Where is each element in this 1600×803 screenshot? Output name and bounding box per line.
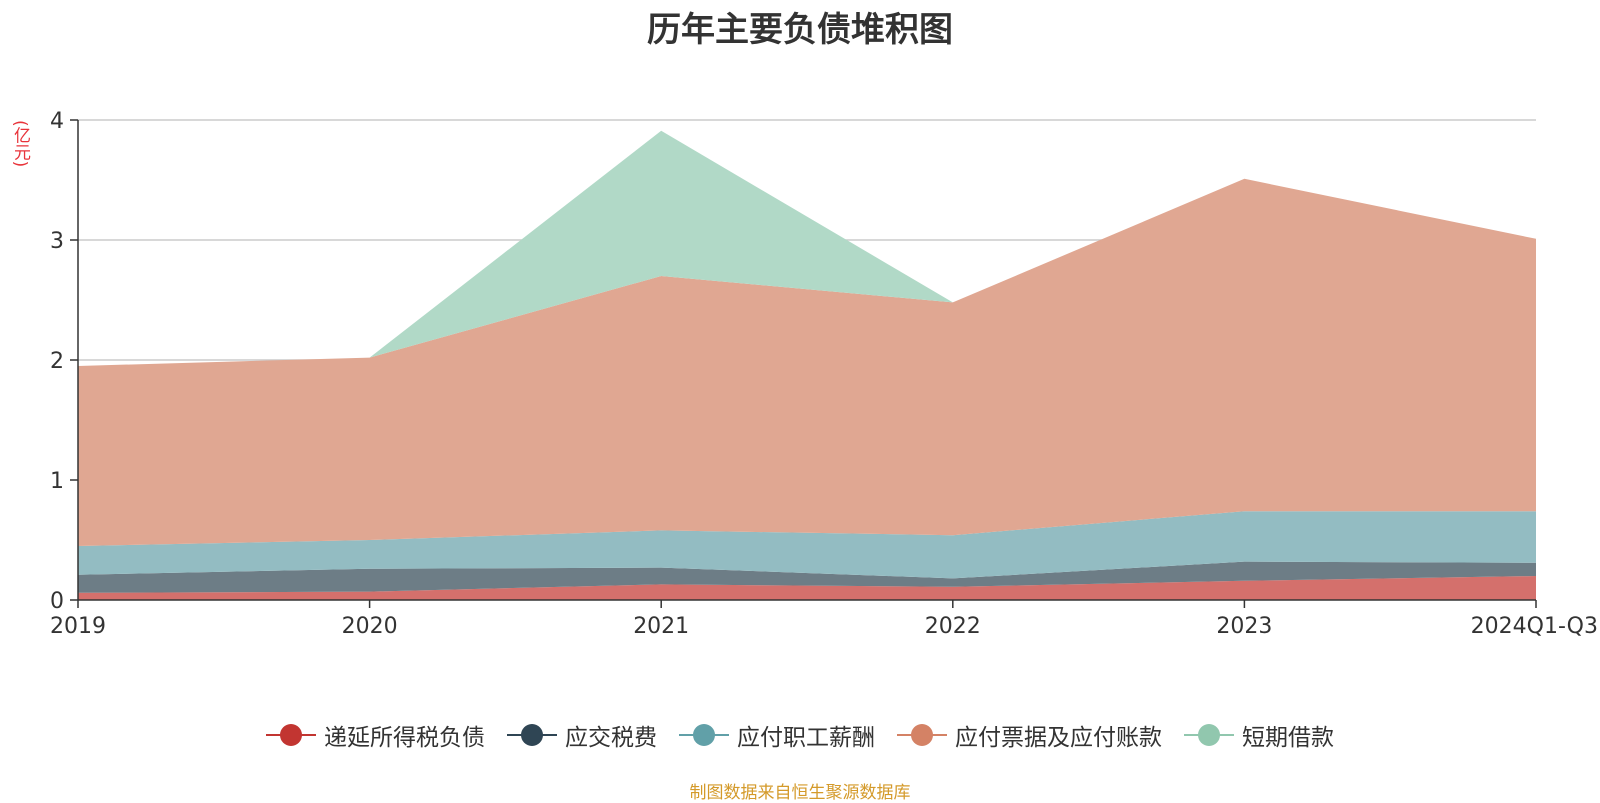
legend-item[interactable]: 应交税费 (507, 718, 657, 752)
chart-title: 历年主要负债堆积图 (647, 10, 953, 50)
legend-item[interactable]: 短期借款 (1184, 718, 1334, 752)
legend-label: 递延所得税负债 (324, 725, 485, 751)
x-tick-label: 2021 (633, 614, 689, 639)
x-tick-label: 2023 (1216, 614, 1272, 639)
x-tick-label: 2019 (50, 614, 106, 639)
legend-item[interactable]: 应付票据及应付账款 (897, 718, 1162, 752)
y-tick-label: 3 (50, 229, 64, 254)
legend-label: 短期借款 (1242, 725, 1334, 751)
y-axis-unit-label: (亿元) (10, 120, 30, 168)
source-note: 制图数据来自恒生聚源数据库 (689, 783, 911, 803)
legend-item[interactable]: 应付职工薪酬 (679, 718, 875, 752)
legend-label: 应付职工薪酬 (737, 725, 875, 751)
legend-marker (897, 722, 947, 748)
y-tick-label: 4 (50, 109, 64, 134)
legend-marker (507, 722, 557, 748)
y-tick-label: 2 (50, 349, 64, 374)
x-tick-label: 2022 (925, 614, 981, 639)
legend-marker (266, 722, 316, 748)
y-tick-label: 0 (50, 589, 64, 614)
legend-label: 应付票据及应付账款 (955, 725, 1162, 751)
y-tick-label: 1 (50, 469, 64, 494)
area-series-3 (78, 511, 1536, 579)
legend-item[interactable]: 递延所得税负债 (266, 718, 485, 752)
area-series-5 (78, 130, 1536, 366)
area-series-1 (78, 576, 1536, 600)
area-series-2 (78, 561, 1536, 593)
legend-marker (1184, 722, 1234, 748)
area-series-4 (78, 178, 1536, 547)
legend-marker (679, 722, 729, 748)
legend-label: 应交税费 (565, 725, 657, 751)
x-tick-label: 2020 (342, 614, 398, 639)
legend: 递延所得税负债 应交税费 应付职工薪酬 应付票据及应付账款 短期借款 (0, 718, 1600, 752)
x-tick-label: 2024Q1-Q3 (1471, 614, 1598, 639)
